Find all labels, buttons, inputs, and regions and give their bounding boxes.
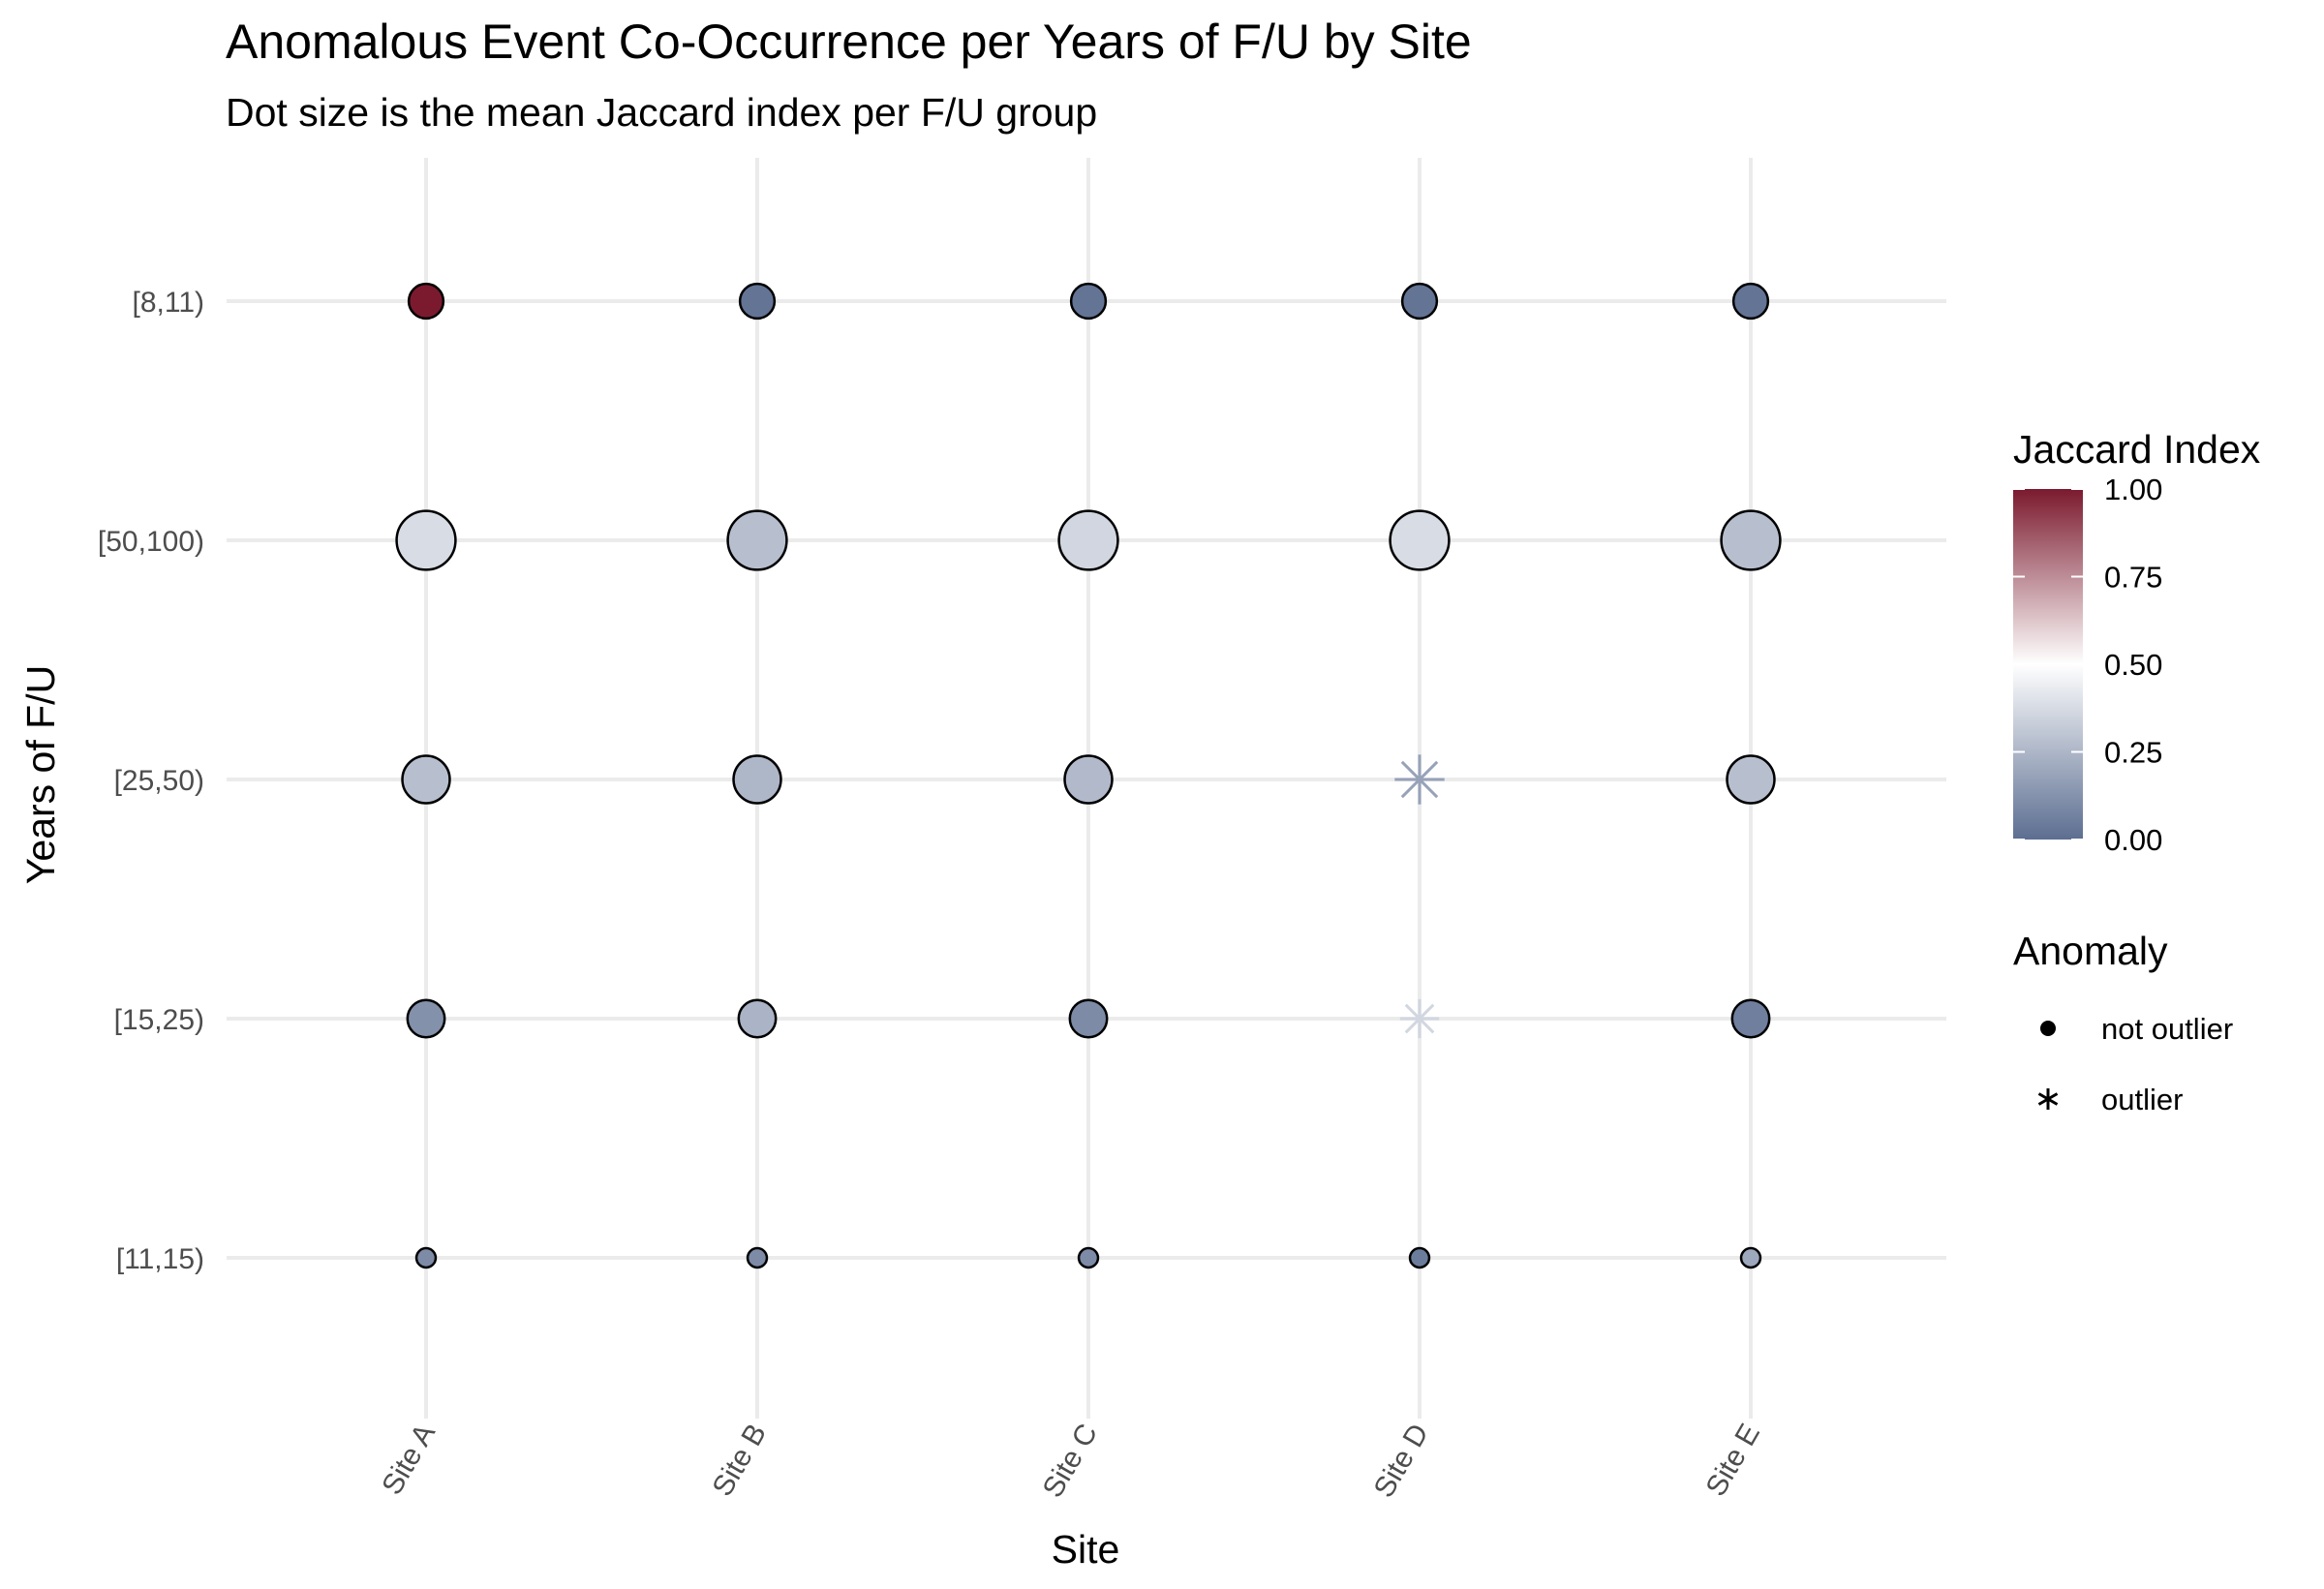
data-point [1726, 754, 1776, 805]
data-point [1057, 509, 1119, 571]
x-tick-label: Site A [376, 1419, 442, 1500]
data-point [1739, 1246, 1762, 1269]
legend-color-ticks: 1.00 0.75 0.50 0.25 0.00 [2013, 473, 2162, 857]
x-axis-ticks: Site A Site B Site C Site D Site E [376, 1419, 1766, 1503]
data-point [1069, 282, 1108, 321]
y-tick-label: [50,100) [98, 526, 204, 558]
x-axis-title: Site [1052, 1527, 1120, 1572]
legend-tick-label: 0.25 [2104, 736, 2162, 770]
data-point [1400, 282, 1439, 321]
y-tick-label: [25,50) [114, 765, 204, 797]
chart-subtitle: Dot size is the mean Jaccard index per F… [226, 90, 1097, 135]
data-point [1389, 509, 1451, 571]
data-point-outlier [1399, 998, 1440, 1039]
data-point [1077, 1246, 1100, 1269]
data-point [395, 509, 457, 571]
outlier-stroke [1400, 760, 1439, 799]
x-tick-label: Site E [1699, 1419, 1766, 1502]
legend-tick-label: 0.50 [2104, 648, 2162, 682]
legend-asterisk-icon [2037, 1088, 2059, 1110]
legend-shape-label: outlier [2101, 1083, 2183, 1116]
data-point [1720, 509, 1782, 571]
legend-shape-label: not outlier [2101, 1012, 2233, 1046]
data-point [1731, 282, 1770, 321]
data-point [746, 1246, 769, 1269]
chart-title: Anomalous Event Co-Occurrence per Years … [226, 15, 1472, 69]
data-point [406, 998, 446, 1039]
legend-tick-label: 1.00 [2104, 473, 2162, 506]
y-tick-label: [11,15) [116, 1243, 204, 1275]
y-axis-title: Years of F/U [18, 665, 63, 884]
x-tick-label: Site B [706, 1419, 773, 1502]
legend-circle-icon [2040, 1021, 2056, 1036]
outlier-stroke [1404, 1003, 1435, 1034]
y-tick-label: [15,25) [114, 1004, 204, 1036]
x-tick-label: Site C [1037, 1419, 1104, 1503]
data-point [1730, 998, 1771, 1039]
x-tick-label: Site D [1368, 1419, 1435, 1503]
legend-anomaly: Anomaly not outlier outlier [2013, 929, 2233, 1116]
legend-shape-items: not outlier outlier [2037, 1012, 2233, 1116]
data-point [414, 1246, 438, 1269]
y-tick-label: [8,11) [133, 287, 205, 319]
data-point [732, 754, 782, 805]
data-points [395, 282, 1782, 1269]
data-point [737, 998, 778, 1039]
data-point [1068, 998, 1109, 1039]
legend-tick-label: 0.75 [2104, 561, 2162, 595]
data-point [401, 754, 451, 805]
y-axis-ticks: [11,15) [15,25) [25,50) [50,100) [8,11) [98, 287, 204, 1275]
data-point [1063, 754, 1114, 805]
legend-anomaly-title: Anomaly [2013, 929, 2168, 973]
legend-jaccard: Jaccard Index 1.00 0.75 0.50 0.25 0.00 [2013, 427, 2261, 857]
data-point [1408, 1246, 1431, 1269]
legend-jaccard-title: Jaccard Index [2013, 427, 2261, 472]
data-point [738, 282, 777, 321]
data-point-outlier [1394, 754, 1445, 805]
data-point [726, 509, 788, 571]
asterisk-stroke [2037, 1092, 2059, 1106]
legend-tick-label: 0.00 [2104, 823, 2162, 857]
data-point [407, 282, 445, 321]
